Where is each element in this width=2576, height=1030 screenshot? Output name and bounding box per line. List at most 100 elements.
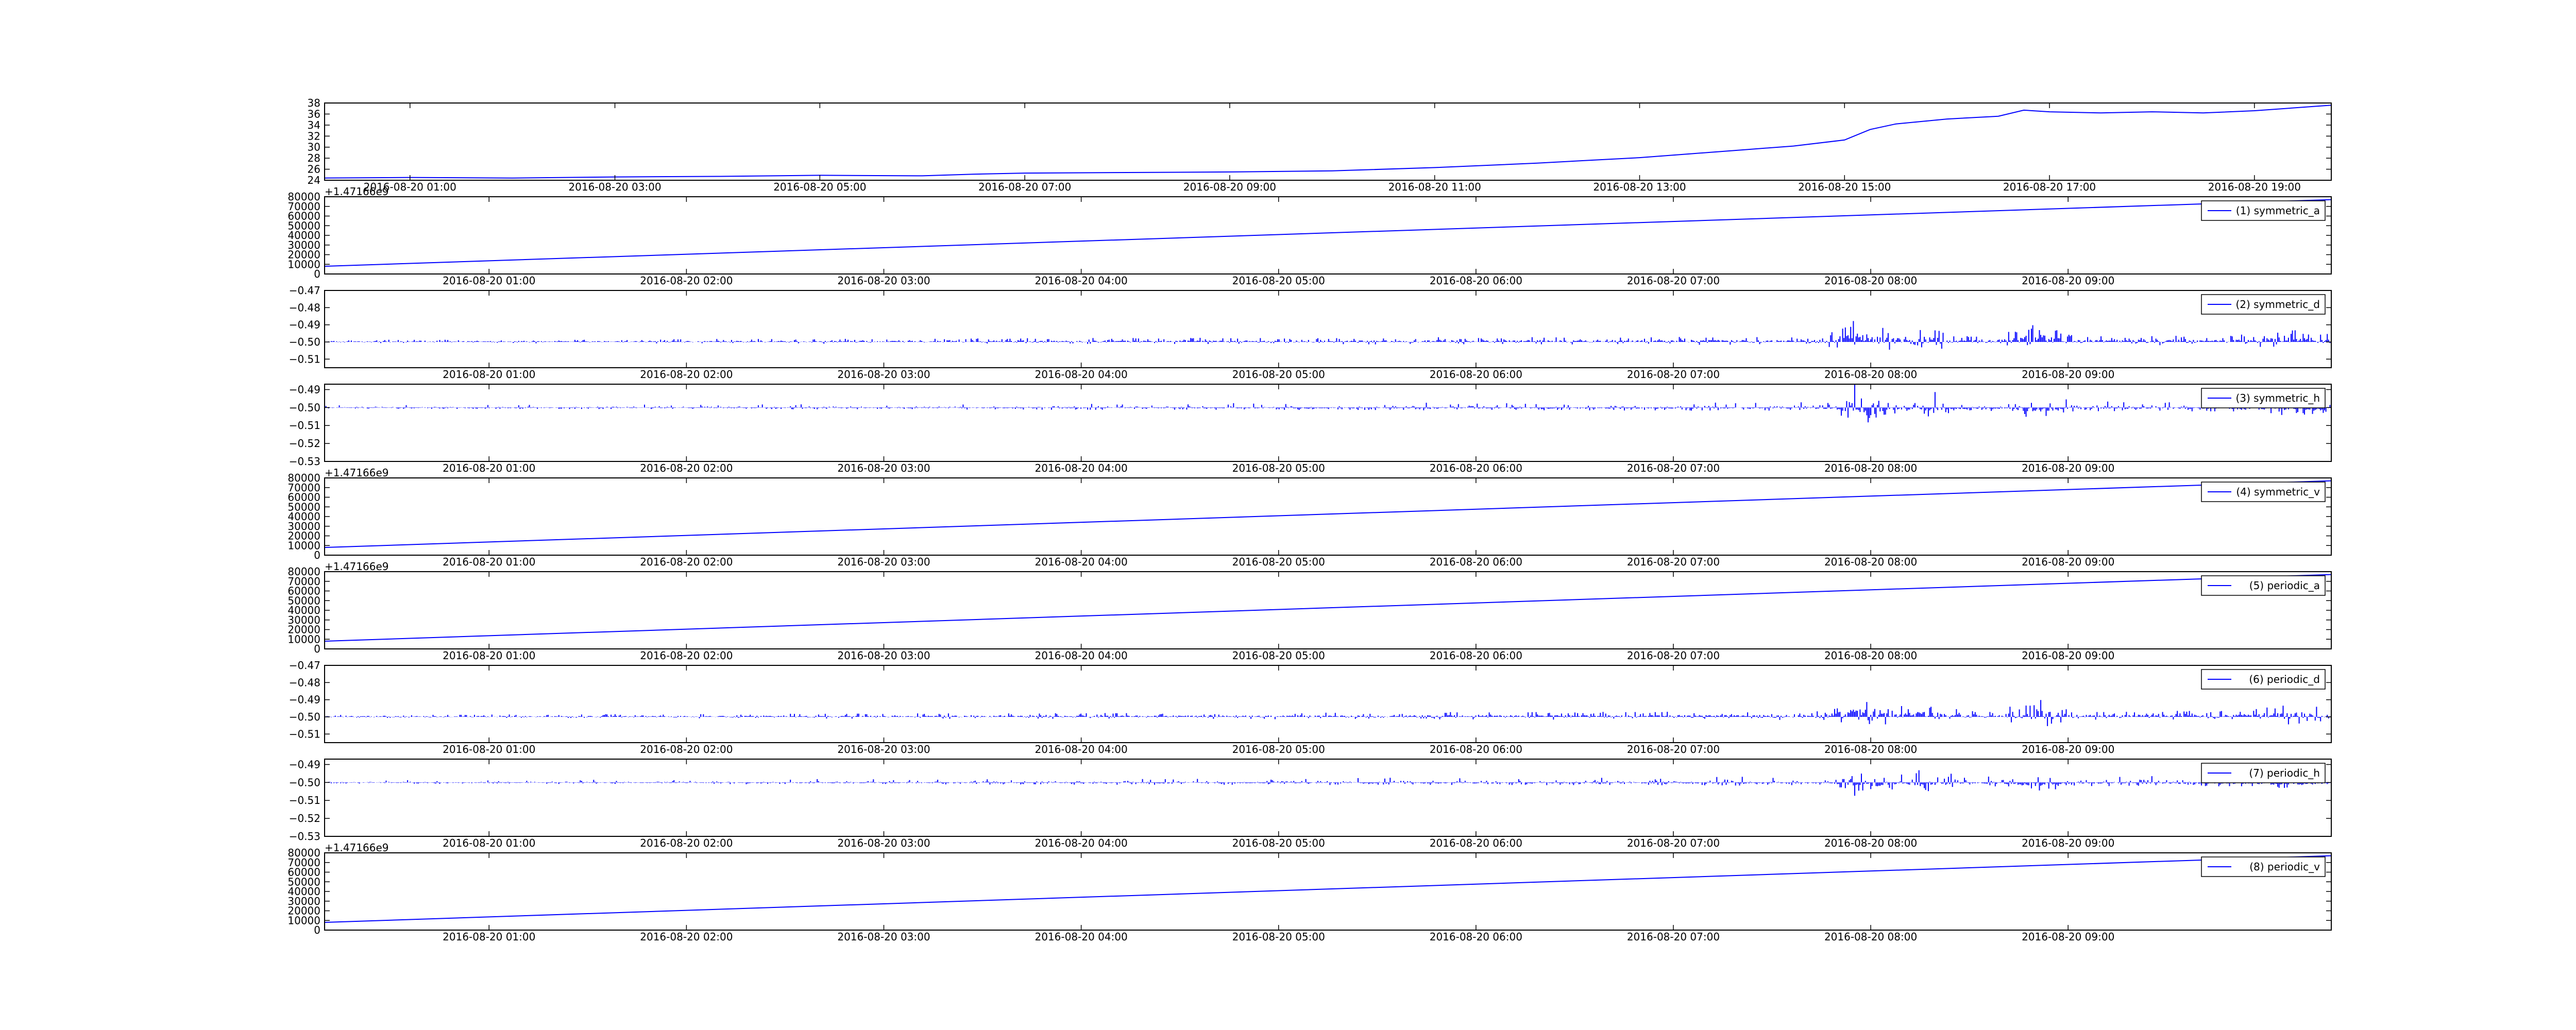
y-tick-label: 0 [314,643,320,655]
y-tick-label: 70000 [287,575,320,588]
series-line [324,199,2332,267]
axis-offset-label: +1.47166e9 [325,842,389,854]
y-tick-label: 40000 [287,604,320,616]
x-tick-label: 2016-08-20 06:00 [1430,274,1522,287]
x-tick-label: 2016-08-20 08:00 [1824,462,1917,474]
x-tick-label: 2016-08-20 05:00 [1232,462,1325,474]
y-tick-label: −0.53 [289,455,320,468]
y-tick-label: 20000 [287,624,320,636]
y-tick-label: 20000 [287,249,320,261]
y-tick-label: 40000 [287,229,320,242]
x-tick-label: 2016-08-20 02:00 [640,649,733,662]
x-tick-label: 2016-08-20 01:00 [443,649,535,662]
axes-frame [324,759,2332,837]
y-tick-label: −0.47 [289,659,320,672]
y-tick-label: 20000 [287,530,320,542]
legend-label: (7) periodic_h [2249,767,2320,779]
x-tick-label: 2016-08-20 11:00 [1388,181,1481,193]
y-tick-label: −0.53 [289,830,320,843]
x-tick-label: 2016-08-20 02:00 [640,931,733,943]
y-tick-label: −0.49 [289,758,320,770]
x-tick-label: 2016-08-20 05:00 [1232,837,1325,849]
y-tick-label: −0.48 [289,676,320,689]
y-tick-label: −0.49 [289,383,320,396]
y-tick-label: 30000 [287,895,320,907]
y-tick-label: 70000 [287,200,320,213]
y-tick-label: 60000 [287,210,320,222]
x-tick-label: 2016-08-20 09:00 [2022,368,2114,381]
y-tick-label: 60000 [287,866,320,879]
x-tick-label: 2016-08-20 04:00 [1035,743,1127,756]
series-line [324,105,2332,179]
x-tick-label: 2016-08-20 07:00 [1627,368,1720,381]
y-tick-label: −0.50 [289,401,320,414]
y-tick-label: 32 [308,130,320,142]
x-tick-label: 2016-08-20 09:00 [2022,462,2114,474]
axes-frame [324,477,2332,556]
y-tick-label: 34 [308,119,320,131]
axes-frame [324,290,2332,368]
x-tick-label: 2016-08-20 09:00 [2022,274,2114,287]
y-tick-label: 80000 [287,847,320,859]
legend: (4) symmetric_v [2201,482,2326,502]
x-tick-label: 2016-08-20 09:00 [2022,837,2114,849]
y-tick-label: −0.51 [289,794,320,806]
series-line [324,480,2332,548]
y-tick-label: 30000 [287,520,320,533]
y-tick-label: 80000 [287,191,320,203]
x-tick-label: 2016-08-20 02:00 [640,274,733,287]
x-tick-label: 2016-08-20 04:00 [1035,274,1127,287]
x-tick-label: 2016-08-20 07:00 [978,181,1071,193]
x-tick-label: 2016-08-20 07:00 [1627,837,1720,849]
y-tick-label: −0.50 [289,711,320,723]
x-tick-label: 2016-08-20 07:00 [1627,743,1720,756]
axis-offset-label: +1.47166e9 [325,560,389,573]
x-tick-label: 2016-08-20 06:00 [1430,368,1522,381]
x-tick-label: 2016-08-20 15:00 [1798,181,1891,193]
y-tick-label: 36 [308,108,320,120]
legend: (7) periodic_h [2201,763,2326,783]
y-tick-label: −0.50 [289,776,320,788]
x-tick-label: 2016-08-20 13:00 [1593,181,1686,193]
series-signal [324,321,2332,350]
y-tick-label: −0.50 [289,336,320,348]
y-tick-label: 10000 [287,633,320,645]
x-tick-label: 2016-08-20 04:00 [1035,556,1127,568]
x-tick-label: 2016-08-20 01:00 [443,462,535,474]
x-tick-label: 2016-08-20 01:00 [443,837,535,849]
x-tick-label: 2016-08-20 01:00 [443,931,535,943]
x-tick-label: 2016-08-20 06:00 [1430,743,1522,756]
x-tick-label: 2016-08-20 05:00 [1232,368,1325,381]
y-tick-label: 10000 [287,539,320,552]
series-line [324,574,2332,642]
x-tick-label: 2016-08-20 17:00 [2003,181,2096,193]
panel-6: 0100002000030000400005000060000700008000… [287,560,2332,662]
legend-label: (8) periodic_v [2249,861,2320,873]
y-tick-label: 30000 [287,614,320,626]
legend-label: (6) periodic_d [2249,673,2320,685]
y-tick-label: 70000 [287,856,320,869]
y-tick-label: 50000 [287,876,320,888]
y-tick-label: 10000 [287,258,320,270]
x-tick-label: 2016-08-20 01:00 [443,274,535,287]
x-tick-label: 2016-08-20 03:00 [837,743,930,756]
x-tick-label: 2016-08-20 09:00 [2022,649,2114,662]
legend-label: (3) symmetric_h [2235,392,2320,404]
x-tick-label: 2016-08-20 01:00 [443,556,535,568]
x-tick-label: 2016-08-20 06:00 [1430,462,1522,474]
legend: (8) periodic_v [2201,856,2326,877]
x-tick-label: 2016-08-20 04:00 [1035,462,1127,474]
legend: (2) symmetric_d [2201,294,2326,315]
axis-offset-label: +1.47166e9 [325,467,389,479]
axes-frame [324,852,2332,931]
x-tick-label: 2016-08-20 08:00 [1824,743,1917,756]
panel-5: 0100002000030000400005000060000700008000… [287,467,2332,568]
x-tick-label: 2016-08-20 06:00 [1430,931,1522,943]
y-tick-label: −0.51 [289,353,320,365]
x-tick-label: 2016-08-20 19:00 [2208,181,2301,193]
y-tick-label: −0.52 [289,437,320,450]
x-tick-label: 2016-08-20 03:00 [837,368,930,381]
x-tick-label: 2016-08-20 03:00 [568,181,661,193]
